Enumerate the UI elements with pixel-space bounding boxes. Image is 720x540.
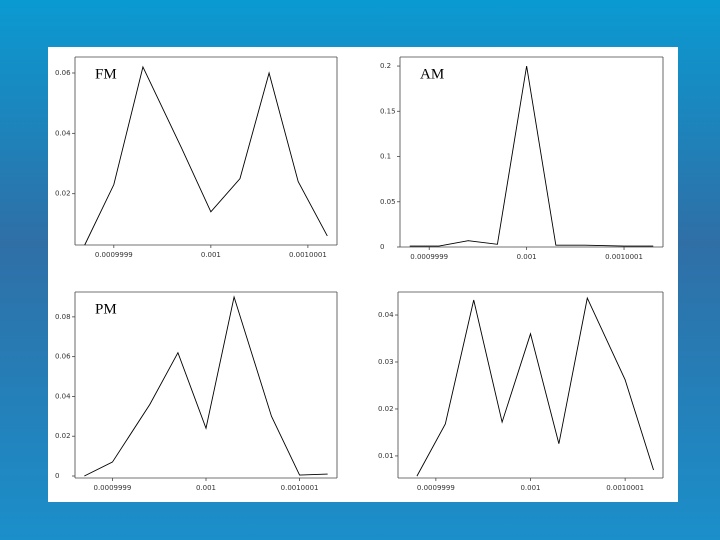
- x-tick-label: 0.001: [520, 484, 540, 492]
- x-tick-label: 0.0010001: [289, 251, 327, 259]
- x-tick-label: 0.0009999: [95, 251, 133, 259]
- x-tick-label: 0.001: [196, 484, 216, 492]
- chart-label: PM: [95, 301, 117, 317]
- panel-background: [48, 47, 678, 502]
- data-line: [416, 296, 654, 477]
- x-tick-label: 0.001: [517, 253, 537, 261]
- data-line: [84, 295, 328, 477]
- chart-label: AM: [420, 66, 444, 82]
- data-line: [409, 65, 654, 247]
- x-tick-label: 0.0009999: [410, 253, 448, 261]
- y-tick-label: 0.04: [55, 129, 71, 137]
- y-tick-label: 0.15: [380, 107, 396, 115]
- y-tick-label: 0.01: [378, 452, 394, 460]
- x-tick-label: 0.0009999: [93, 484, 131, 492]
- y-tick-label: 0: [55, 472, 59, 480]
- data-line: [84, 65, 328, 246]
- x-tick-label: 0.001: [201, 251, 221, 259]
- y-tick-label: 0.03: [378, 358, 394, 366]
- x-tick-label: 0.0010001: [281, 484, 319, 492]
- x-tick-label: 0.0010001: [605, 253, 643, 261]
- y-tick-label: 0.02: [55, 432, 71, 440]
- chart-label: FM: [95, 66, 117, 82]
- y-tick-label: 0.04: [378, 311, 394, 319]
- y-tick-label: 0.02: [55, 190, 71, 198]
- y-tick-label: 0.1: [380, 153, 391, 161]
- y-tick-label: 0.02: [378, 405, 394, 413]
- y-tick-label: 0.06: [55, 69, 71, 77]
- y-tick-label: 0.05: [380, 198, 396, 206]
- y-tick-label: 0: [380, 243, 384, 251]
- x-tick-label: 0.0010001: [606, 484, 644, 492]
- y-tick-label: 0.08: [55, 313, 71, 321]
- y-tick-label: 0.06: [55, 353, 71, 361]
- y-tick-label: 0.04: [55, 392, 71, 400]
- y-tick-label: 0.2: [380, 62, 391, 70]
- x-tick-label: 0.0009999: [417, 484, 455, 492]
